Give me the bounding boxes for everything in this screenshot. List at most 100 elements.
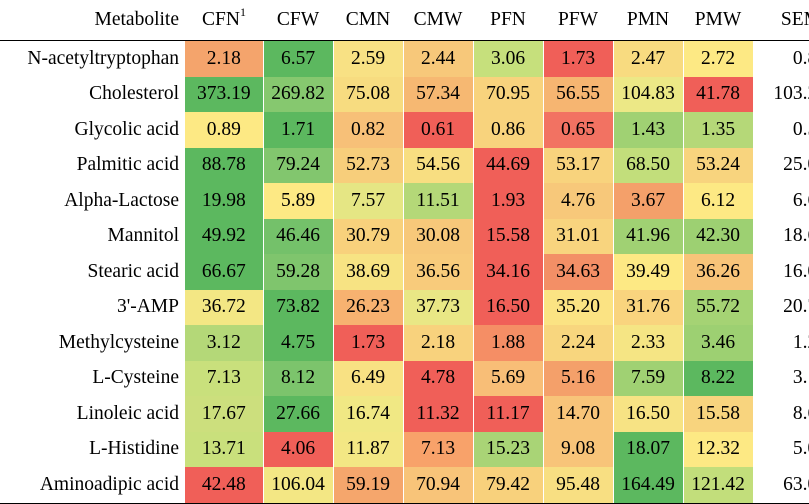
heatmap-cell: 0.61 <box>403 112 474 148</box>
heatmap-cell: 104.83 <box>613 76 684 112</box>
heatmap-cell: 46.46 <box>263 218 334 254</box>
column-header-label: PFW <box>557 9 599 30</box>
heatmap-cell: 1.71 <box>263 112 334 148</box>
heatmap-cell: 3.06 <box>473 40 544 77</box>
column-header-label: CMW <box>413 9 463 30</box>
table-row: Linoleic acid 17.67 27.66 16.74 11.32 11.17 14… <box>0 396 809 432</box>
heatmap-cell: 4.76 <box>543 183 614 219</box>
table-row: Palmitic acid 88.78 79.24 52.73 54.56 44.69 53… <box>0 147 809 183</box>
column-header-label: PFN <box>490 9 526 30</box>
column-header-cfw: CFW <box>263 0 333 41</box>
heatmap-cell: 38.69 <box>333 254 404 290</box>
heatmap-cell: 34.16 <box>473 254 544 290</box>
table-row: Alpha-Lactose 19.98 5.89 7.57 11.51 1.93 4.76 3… <box>0 183 809 219</box>
heatmap-cell: 7.59 <box>613 360 684 396</box>
metabolite-name: 3'-AMP <box>116 296 179 318</box>
heatmap-cell: 44.69 <box>473 147 544 183</box>
metabolite-name: Cholesterol <box>89 83 179 105</box>
metabolite-name: L-Cysteine <box>92 367 179 389</box>
column-header-label: SEM <box>780 9 809 30</box>
heatmap-cell: 4.78 <box>403 360 474 396</box>
heatmap-cell: 36.26 <box>683 254 754 290</box>
sem-value: 103.28 <box>773 83 809 105</box>
heatmap-cell: 269.82 <box>263 76 334 112</box>
column-header-cfn: CFN1 <box>185 0 263 41</box>
heatmap-cell: 95.48 <box>543 467 614 504</box>
column-header-label: Metabolite <box>94 9 179 30</box>
heatmap-cell: 2.44 <box>403 40 474 77</box>
table-row: L-Cysteine 7.13 8.12 6.49 4.78 5.69 5.16 7.59 8.… <box>0 360 809 396</box>
heatmap-cell: 37.73 <box>403 289 474 325</box>
heatmap-cell: 15.58 <box>473 218 544 254</box>
metabolite-name: Mannitol <box>107 225 180 247</box>
header-row: Metabolite CFN1 CFW CMN CMW PFN PFW PMN PMW SEM2 <box>0 0 809 41</box>
heatmap-cell: 0.65 <box>543 112 614 148</box>
sem-value: 25.07 <box>783 154 809 176</box>
heatmap-cell: 41.78 <box>683 76 754 112</box>
heatmap-cell: 17.67 <box>185 396 264 432</box>
heatmap-cell: 53.24 <box>683 147 754 183</box>
heatmap-cell: 15.23 <box>473 431 544 467</box>
heatmap-cell: 18.07 <box>613 431 684 467</box>
metabolite-name: Palmitic acid <box>76 154 179 176</box>
heatmap-cell: 57.34 <box>403 76 474 112</box>
footnote-marker: 1 <box>239 4 246 19</box>
heatmap-cell: 36.56 <box>403 254 474 290</box>
sem-value: 16.03 <box>783 260 809 282</box>
heatmap-cell: 11.17 <box>473 396 544 432</box>
heatmap-cell: 7.57 <box>333 183 404 219</box>
heatmap-cell: 6.57 <box>263 40 334 77</box>
heatmap-cell: 9.08 <box>543 431 614 467</box>
heatmap-cell: 5.16 <box>543 360 614 396</box>
sem-value: 20.73 <box>783 296 809 318</box>
table-row: Mannitol 49.92 46.46 30.79 30.08 15.58 31.01 41… <box>0 218 809 254</box>
column-header-pmn: PMN <box>613 0 683 41</box>
heatmap-cell: 5.89 <box>263 183 334 219</box>
column-header-label: CFW <box>276 9 320 30</box>
heatmap-cell: 42.48 <box>185 467 264 504</box>
heatmap-cell: 70.95 <box>473 76 544 112</box>
heatmap-cell: 7.13 <box>185 360 264 396</box>
heatmap-cell: 39.49 <box>613 254 684 290</box>
heatmap-cell: 1.43 <box>613 112 684 148</box>
metabolite-name: Alpha-Lactose <box>64 189 179 211</box>
heatmap-cell: 164.49 <box>613 467 684 504</box>
heatmap-cell: 8.12 <box>263 360 334 396</box>
column-header-pmw: PMW <box>683 0 753 41</box>
heatmap-cell: 41.96 <box>613 218 684 254</box>
heatmap-cell: 2.47 <box>613 40 684 77</box>
metabolite-name: Aminoadipic acid <box>0 467 185 504</box>
column-header-sem: SEM2 <box>753 0 809 41</box>
heatmap-cell: 11.87 <box>333 431 404 467</box>
column-header-pfn: PFN <box>473 0 543 41</box>
heatmap-cell: 27.66 <box>263 396 334 432</box>
column-header-label: CMN <box>345 9 391 30</box>
heatmap-cell: 6.12 <box>683 183 754 219</box>
metabolite-name: Linoleic acid <box>76 402 179 424</box>
heatmap-cell: 1.35 <box>683 112 754 148</box>
table-row: N-acetyltryptophan 2.18 6.57 2.59 2.44 3.06 1.… <box>0 40 809 77</box>
heatmap-cell: 13.71 <box>185 431 264 467</box>
heatmap-cell: 2.59 <box>333 40 404 77</box>
heatmap-cell: 6.49 <box>333 360 404 396</box>
heatmap-cell: 59.28 <box>263 254 334 290</box>
column-header-cmn: CMN <box>333 0 403 41</box>
heatmap-cell: 16.50 <box>473 289 544 325</box>
heatmap-cell: 373.19 <box>185 76 264 112</box>
heatmap-cell: 8.22 <box>683 360 754 396</box>
heatmap-cell: 1.88 <box>473 325 544 361</box>
metabolite-name: Stearic acid <box>87 260 180 282</box>
column-header-metabolite: Metabolite <box>0 0 185 41</box>
heatmap-cell: 4.06 <box>263 431 334 467</box>
column-header-pfw: PFW <box>543 0 613 41</box>
sem-value: 63.08 <box>753 467 809 504</box>
sem-value: 0.52 <box>792 118 809 140</box>
heatmap-cell: 55.72 <box>683 289 754 325</box>
sem-value: 0.80 <box>792 47 809 69</box>
sem-value: 5.08 <box>792 438 809 460</box>
heatmap-cell: 3.12 <box>185 325 264 361</box>
table-row: Methylcysteine 3.12 4.75 1.73 2.18 1.88 2.24 2.… <box>0 325 809 361</box>
heatmap-cell: 14.70 <box>543 396 614 432</box>
heatmap-cell: 53.17 <box>543 147 614 183</box>
heatmap-cell: 0.86 <box>473 112 544 148</box>
